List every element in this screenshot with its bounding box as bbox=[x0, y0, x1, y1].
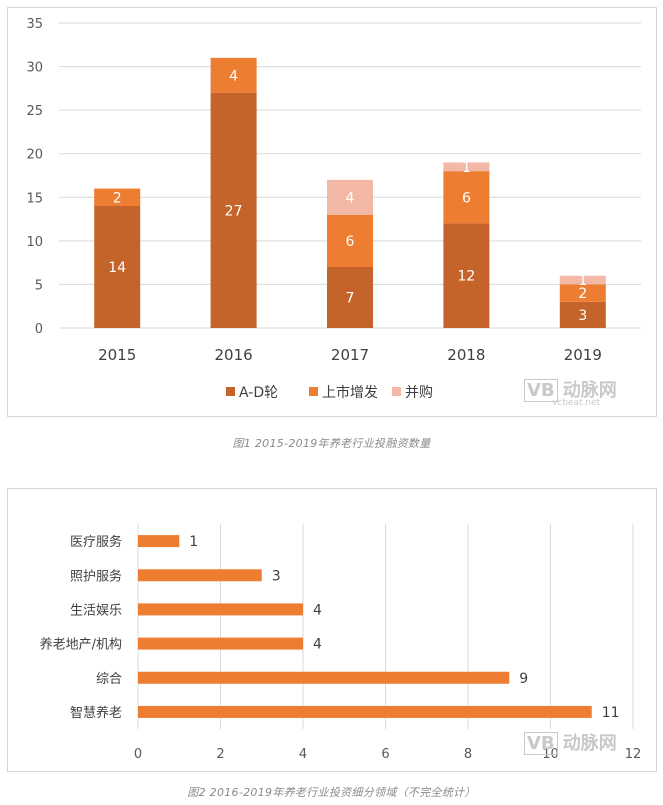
chart-1-panel: 0 5 10 15 20 25 30 35 14 2 2015 27 4 2016 7 6 4 2017 12 6 1 2… bbox=[7, 7, 657, 417]
legend-label: 上市增发 bbox=[322, 384, 378, 401]
data-label: 4 bbox=[313, 637, 322, 653]
data-label: 14 bbox=[108, 260, 126, 276]
data-label: 27 bbox=[225, 203, 243, 219]
bar bbox=[138, 535, 180, 548]
bar-segment bbox=[443, 223, 490, 328]
bar-segment bbox=[327, 267, 373, 328]
bar-segment bbox=[94, 188, 141, 206]
watermark-site: vcbeat.net bbox=[552, 398, 601, 408]
legend-label: A-D轮 bbox=[239, 385, 278, 401]
data-label: 1 bbox=[578, 273, 587, 289]
legend-swatch bbox=[309, 387, 318, 396]
watermark-brand: 动脉网 bbox=[562, 380, 617, 401]
category-label: 生活娱乐 bbox=[70, 603, 122, 618]
category-label: 养老地产/机构 bbox=[40, 637, 122, 653]
bar-segment bbox=[559, 275, 606, 285]
y-tick-label: 20 bbox=[26, 148, 43, 163]
data-label: 2 bbox=[578, 286, 587, 302]
x-tick-label: 2 bbox=[216, 747, 224, 762]
data-label: 6 bbox=[462, 190, 471, 206]
y-tick-label: 15 bbox=[26, 191, 43, 206]
x-tick-label: 2018 bbox=[447, 346, 485, 364]
bar-segment bbox=[443, 162, 490, 172]
x-tick-label: 2019 bbox=[564, 346, 602, 364]
data-label: 7 bbox=[346, 291, 355, 307]
bar-segment bbox=[327, 179, 373, 215]
legend-swatch bbox=[392, 387, 401, 396]
legend-label: 并购 bbox=[405, 385, 433, 401]
data-label: 4 bbox=[229, 68, 238, 84]
legend-swatch bbox=[226, 387, 235, 396]
category-label: 智慧养老 bbox=[70, 705, 122, 721]
y-tick-label: 10 bbox=[26, 235, 43, 250]
watermark-1: VB 动脉网 vcbeat.net bbox=[524, 376, 617, 408]
x-tick-label: 10 bbox=[542, 747, 559, 762]
data-label: 12 bbox=[457, 269, 475, 285]
bar bbox=[138, 569, 262, 582]
data-label: 9 bbox=[519, 671, 528, 687]
data-label: 1 bbox=[189, 534, 198, 550]
chart-2-caption: 图2 2016-2019年养老行业投资细分领域（不完全统计） bbox=[187, 786, 476, 799]
watermark-logo: VB bbox=[524, 379, 558, 402]
bar bbox=[138, 637, 303, 650]
y-tick-label: 25 bbox=[26, 104, 43, 119]
x-tick-label: 2015 bbox=[98, 346, 136, 364]
x-tick-label: 4 bbox=[299, 747, 307, 762]
horizontal-bar-chart: 0 2 4 6 8 10 12 1 医疗服务 3 照护服务 4 生活娱乐 4 养老地产/机构 9 综合 11 智慧养… bbox=[40, 524, 642, 762]
x-tick-label: 2016 bbox=[215, 346, 253, 364]
data-label: 4 bbox=[313, 602, 322, 618]
chart-2-panel: 0 2 4 6 8 10 12 1 医疗服务 3 照护服务 4 生活娱乐 4 养老地产/机构 9 综合 11 智慧养… bbox=[7, 488, 657, 772]
x-tick-label: 2017 bbox=[331, 346, 369, 364]
bar bbox=[138, 603, 303, 616]
data-label: 11 bbox=[602, 705, 620, 721]
bar-segment bbox=[443, 171, 490, 224]
bar bbox=[138, 705, 592, 718]
category-label: 照护服务 bbox=[70, 568, 122, 584]
category-label: 医疗服务 bbox=[70, 534, 122, 550]
bar-segment bbox=[559, 284, 606, 302]
data-label: 6 bbox=[346, 234, 355, 250]
data-label: 3 bbox=[578, 308, 587, 324]
y-tick-label: 0 bbox=[35, 322, 43, 337]
bar-segment bbox=[327, 214, 373, 267]
y-tick-label: 30 bbox=[26, 61, 43, 76]
bar-segment bbox=[210, 92, 257, 328]
bar-segment bbox=[559, 301, 606, 328]
category-label: 综合 bbox=[96, 672, 122, 687]
x-tick-label: 12 bbox=[625, 747, 642, 762]
watermark-logo: VB bbox=[524, 732, 558, 755]
y-tick-label: 5 bbox=[35, 278, 43, 293]
data-label: 2 bbox=[113, 190, 122, 206]
bar-segment bbox=[210, 57, 257, 93]
watermark-2: VB 动脉网 bbox=[524, 729, 617, 755]
data-label: 1 bbox=[462, 160, 471, 176]
stacked-bar-chart: 0510152025303514220152742016764201712612… bbox=[26, 17, 641, 401]
watermark-brand: 动脉网 bbox=[562, 733, 617, 754]
bar-segment bbox=[94, 206, 141, 328]
chart-1-caption: 图1 2015-2019年养老行业投融资数量 bbox=[232, 437, 431, 450]
x-tick-label: 6 bbox=[381, 747, 389, 762]
x-tick-label: 8 bbox=[464, 747, 472, 762]
y-tick-label: 35 bbox=[26, 17, 43, 32]
x-tick-label: 0 bbox=[134, 747, 142, 762]
data-label: 4 bbox=[346, 190, 355, 206]
data-label: 3 bbox=[272, 568, 281, 584]
bar bbox=[138, 671, 510, 684]
